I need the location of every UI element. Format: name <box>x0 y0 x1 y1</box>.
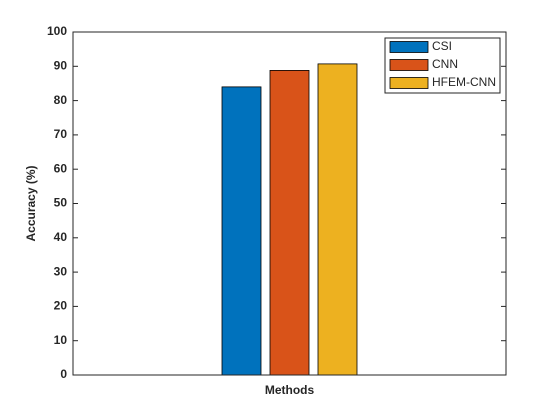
y-tick-label: 20 <box>54 299 68 313</box>
axes-box <box>72 31 507 376</box>
y-tick-label: 0 <box>60 367 67 381</box>
legend-label: CSI <box>432 39 452 53</box>
y-tick-label: 30 <box>54 264 68 278</box>
y-tick-label: 60 <box>54 161 68 175</box>
y-tick-label: 50 <box>54 196 68 210</box>
y-tick-label: 10 <box>54 333 68 347</box>
y-tick-label: 70 <box>54 127 68 141</box>
y-tick-label: 80 <box>54 93 68 107</box>
x-axis-label: Methods <box>265 383 315 397</box>
legend-label: HFEM-CNN <box>432 75 496 89</box>
bar <box>221 86 262 376</box>
bar <box>317 63 358 376</box>
y-tick-label: 90 <box>54 58 68 72</box>
y-tick-label: 100 <box>47 24 67 38</box>
y-tick-label: 40 <box>54 230 68 244</box>
legend-swatch <box>389 41 429 53</box>
legend-swatch <box>389 59 429 71</box>
legend-swatch <box>389 77 429 89</box>
legend-label: CNN <box>432 57 458 71</box>
bar <box>269 70 310 376</box>
y-axis-label: Accuracy (%) <box>24 165 38 241</box>
